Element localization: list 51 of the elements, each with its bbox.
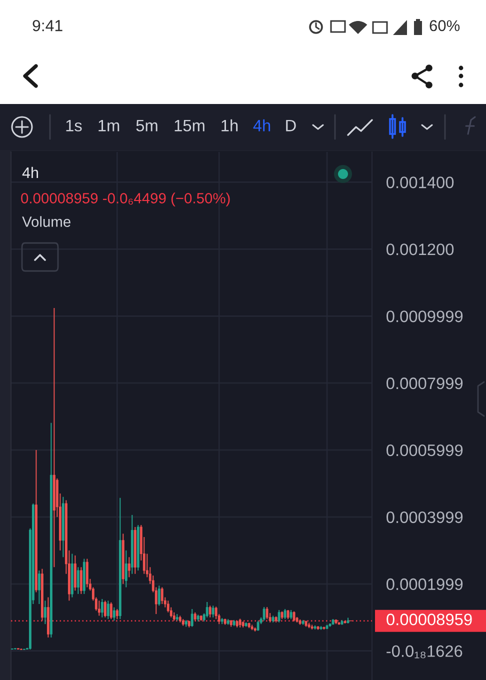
y-tick-label: 0.0001999 bbox=[386, 578, 463, 590]
candlestick bbox=[76, 566, 80, 594]
y-tick-label: 0.0007999 bbox=[386, 378, 463, 390]
candlestick bbox=[208, 605, 212, 618]
candlestick bbox=[160, 586, 164, 604]
candlestick bbox=[112, 606, 116, 622]
candlestick bbox=[98, 600, 100, 616]
annotation: 0.00008959 -0.0₆4499 (−0.50%) bbox=[21, 192, 230, 206]
candlestick bbox=[110, 602, 112, 620]
y-tick-label: -0.0₁₈1626 bbox=[386, 645, 462, 658]
candlestick bbox=[214, 606, 218, 620]
y-tick-label: 0.001400 bbox=[386, 176, 454, 188]
text: D bbox=[286, 120, 296, 132]
candlestick bbox=[284, 608, 286, 620]
y-tick-label: 0.001200 bbox=[386, 244, 454, 256]
candlestick bbox=[278, 610, 280, 623]
y-tick-label: 0.0003999 bbox=[386, 511, 463, 524]
candlestick bbox=[116, 608, 118, 620]
text: 5m bbox=[136, 120, 158, 132]
text: 4h bbox=[22, 166, 38, 178]
candlestick bbox=[124, 550, 128, 588]
ref-line-label: 0.00008959 bbox=[386, 614, 472, 626]
candlestick bbox=[74, 554, 76, 592]
text: 1h bbox=[222, 119, 238, 132]
annotation: Volume bbox=[22, 216, 70, 227]
candlestick bbox=[86, 558, 88, 588]
candlestick bbox=[128, 556, 130, 578]
candlestick bbox=[292, 610, 296, 622]
candlestick bbox=[106, 600, 110, 620]
candlestick bbox=[190, 608, 194, 628]
text: 9:41 bbox=[32, 20, 62, 32]
y-tick-label: 0.0005999 bbox=[386, 444, 463, 456]
candlestick bbox=[212, 605, 214, 618]
candlestick bbox=[286, 610, 290, 620]
candlestick bbox=[104, 600, 106, 618]
text: 4h bbox=[253, 119, 270, 132]
text: 1s bbox=[66, 120, 82, 132]
candlestick bbox=[80, 566, 82, 594]
candlestick bbox=[256, 620, 260, 632]
text: 60% bbox=[430, 20, 460, 32]
candlestick bbox=[262, 606, 266, 622]
candlestick bbox=[206, 602, 208, 618]
y-tick-label: 0.0009999 bbox=[386, 310, 463, 322]
candlestick bbox=[290, 610, 292, 620]
candlestick bbox=[44, 600, 46, 625]
candlestick bbox=[266, 606, 268, 620]
candlestick bbox=[38, 570, 40, 604]
candlestick bbox=[158, 585, 160, 606]
text: 1m bbox=[98, 120, 120, 132]
candlestick bbox=[100, 598, 104, 618]
text: 15m bbox=[174, 120, 204, 132]
